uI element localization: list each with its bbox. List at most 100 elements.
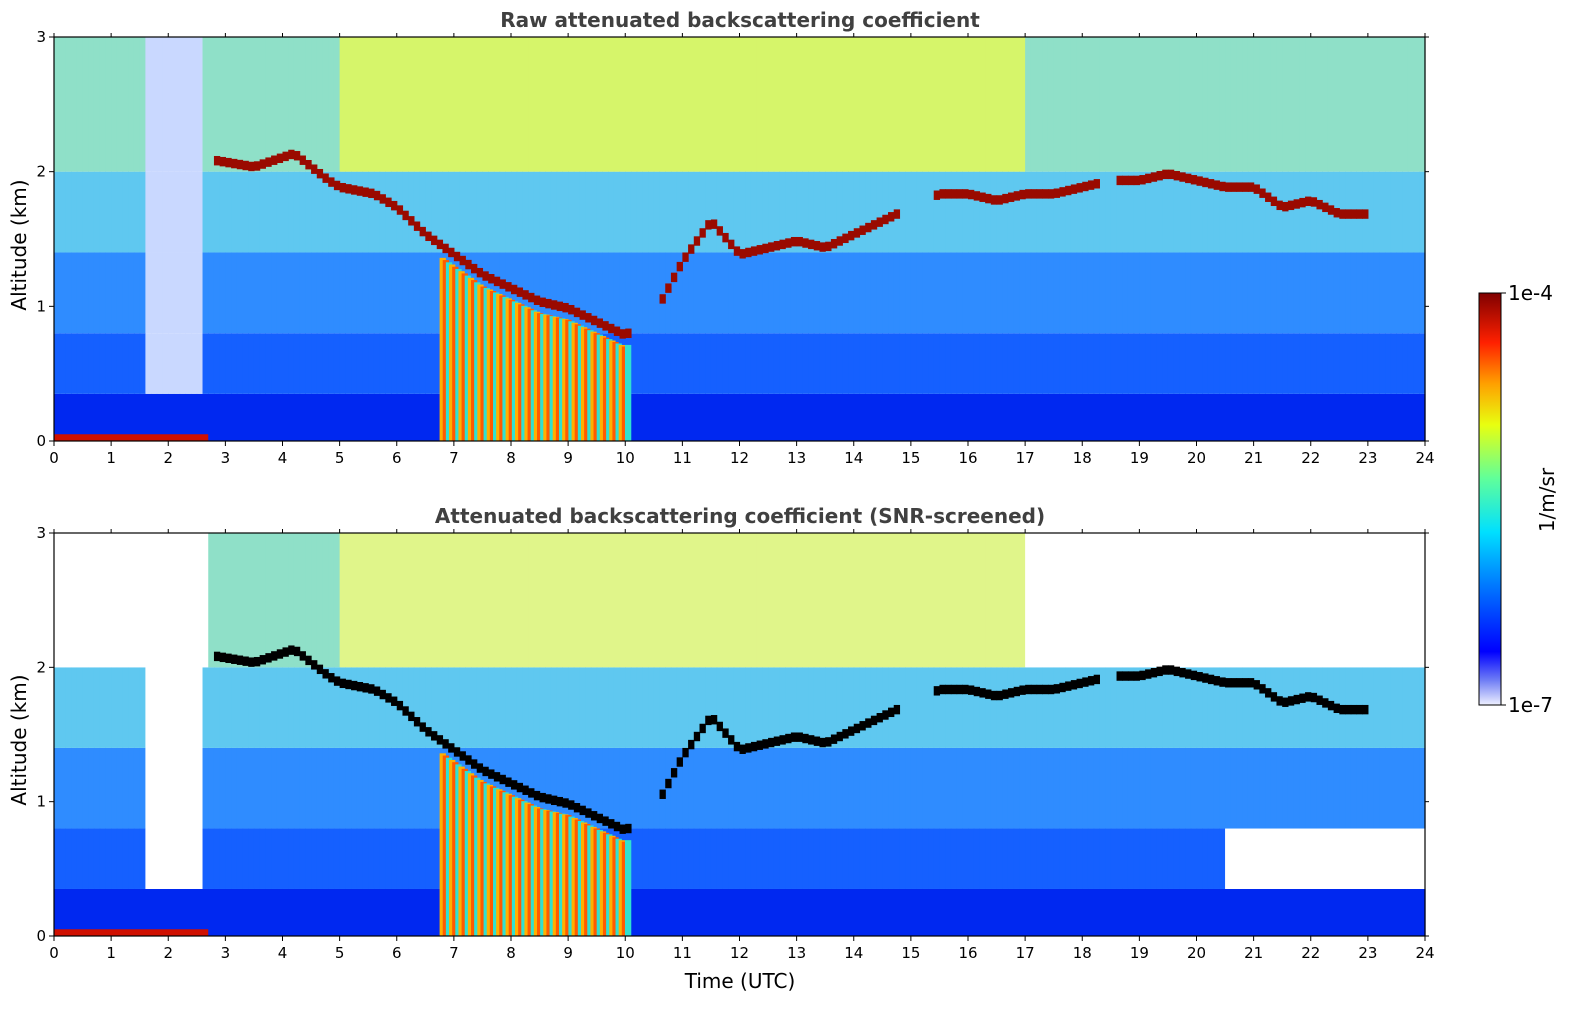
heatmap-cell: [1042, 393, 1049, 441]
heatmap-cell: [1133, 667, 1140, 748]
heatmap-cell: [162, 333, 169, 394]
heatmap-cell: [379, 37, 386, 172]
heatmap-cell: [1156, 667, 1163, 748]
heatmap-cell: [853, 393, 861, 441]
heatmap-cell: [973, 333, 981, 394]
heatmap-cell: [545, 667, 552, 748]
heatmap-cell: [162, 171, 169, 253]
heatmap-cell: [362, 171, 369, 253]
heatmap-cell: [54, 533, 61, 668]
heatmap-cell: [859, 533, 866, 668]
heatmap-cell: [836, 37, 843, 172]
cloud-layer-cell: [413, 717, 421, 727]
heatmap-cell: [1087, 533, 1095, 668]
heatmap-cell: [1350, 333, 1358, 394]
heatmap-cell: [385, 667, 392, 748]
cloud-layer-cell: [231, 158, 238, 169]
cloud-layer-cell: [556, 301, 564, 312]
heatmap-cell: [356, 333, 364, 394]
heatmap-cell: [1042, 252, 1049, 334]
heatmap-cell: [745, 828, 752, 889]
heatmap-cell: [1150, 747, 1158, 829]
heatmap-cell: [162, 828, 169, 889]
cloud-layer-cell: [659, 789, 666, 799]
heatmap-cell: [648, 667, 655, 748]
heatmap-cell: [550, 37, 558, 172]
heatmap-cell: [1253, 393, 1260, 441]
heatmap-cell: [819, 393, 826, 441]
heatmap-cell: [1105, 747, 1112, 829]
heatmap-cell: [539, 37, 546, 172]
cloud-layer-cell: [345, 679, 352, 690]
heatmap-cell: [1207, 171, 1215, 253]
heatmap-cell: [511, 37, 518, 172]
heatmap-cell: [1322, 747, 1329, 829]
heatmap-cell: [499, 533, 506, 668]
heatmap-cell: [653, 252, 661, 334]
heatmap-cell: [1287, 888, 1295, 936]
heatmap-cell: [471, 667, 478, 748]
cloud-layer-cell: [1276, 696, 1283, 706]
cloud-layer-cell: [1276, 200, 1283, 211]
heatmap-cell: [1105, 888, 1112, 936]
cloud-layer-cell: [305, 159, 312, 170]
heatmap-cell: [682, 393, 689, 441]
heatmap-cell: [1259, 393, 1266, 441]
heatmap-cell: [236, 533, 244, 668]
heatmap-cell: [1013, 828, 1021, 889]
heatmap-cell: [699, 888, 706, 936]
heatmap-cell: [139, 393, 146, 441]
heatmap-cell: [722, 828, 729, 889]
heatmap-cell: [1139, 171, 1146, 253]
y-axis-label: Altitude (km): [7, 179, 31, 310]
heatmap-cell: [739, 828, 746, 889]
heatmap-cell: [351, 393, 358, 441]
heatmap-cell: [642, 888, 649, 936]
heatmap-cell: [699, 37, 706, 172]
heatmap-cell: [362, 888, 369, 936]
heatmap-cell: [1242, 533, 1249, 668]
heatmap-cell: [1002, 171, 1009, 253]
heatmap-cell: [93, 667, 101, 748]
heatmap-cell: [1282, 828, 1289, 889]
heatmap-cell: [208, 333, 215, 394]
heatmap-cell: [1236, 252, 1243, 334]
heatmap-cell: [476, 667, 484, 748]
heatmap-cell: [1419, 333, 1426, 394]
heatmap-cell: [1299, 333, 1306, 394]
heatmap-cell: [1282, 171, 1289, 253]
heatmap-cell: [1207, 37, 1215, 172]
heatmap-cell: [556, 37, 564, 172]
heatmap-cell: [768, 747, 775, 829]
heatmap-cell: [1419, 747, 1426, 829]
heatmap-cell: [1362, 37, 1369, 172]
heatmap-cell: [1230, 533, 1238, 668]
heatmap-cell: [865, 828, 872, 889]
heatmap-cell: [1293, 667, 1300, 748]
x-tick-label: 17: [1016, 944, 1035, 962]
heatmap-cell: [345, 333, 352, 394]
cloud-layer-cell: [739, 249, 746, 259]
heatmap-cell: [351, 667, 358, 748]
heatmap-cell: [819, 171, 826, 253]
heatmap-cell: [768, 171, 775, 253]
heatmap-cell: [1385, 828, 1392, 889]
heatmap-cell: [82, 888, 89, 936]
heatmap-cell: [1287, 393, 1295, 441]
cloud-layer-cell: [322, 669, 329, 679]
heatmap-cell: [710, 888, 718, 936]
heatmap-cell: [773, 667, 781, 748]
heatmap-cell: [1139, 888, 1146, 936]
heatmap-cell: [1036, 393, 1043, 441]
heatmap-cell: [1316, 533, 1323, 668]
heatmap-cell: [1105, 533, 1112, 668]
heatmap-cell: [1002, 37, 1009, 172]
cloud-layer-cell: [1042, 189, 1049, 199]
heatmap-cell: [1150, 171, 1158, 253]
heatmap-cell: [425, 171, 432, 253]
cloud-layer-cell: [945, 684, 952, 695]
cloud-layer-cell: [596, 813, 603, 824]
heatmap-cell: [1396, 333, 1403, 394]
heatmap-cell: [1127, 533, 1135, 668]
